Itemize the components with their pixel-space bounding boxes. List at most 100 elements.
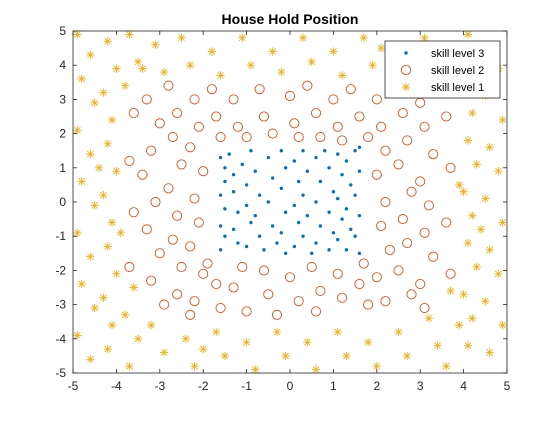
point-skill-level-2 xyxy=(402,237,413,249)
point-skill-level-2 xyxy=(267,128,278,139)
point-skill-level-2 xyxy=(371,272,382,283)
point-skill-level-3 xyxy=(314,200,318,204)
point-skill-level-2 xyxy=(146,145,157,156)
y-tick-label: 5 xyxy=(59,24,66,38)
point-skill-level-3 xyxy=(336,196,340,201)
point-skill-level-3 xyxy=(353,234,357,238)
point-skill-level-1 xyxy=(468,314,477,323)
y-tick-label: 2 xyxy=(59,127,66,141)
point-skill-level-2 xyxy=(284,90,296,102)
x-tick-label: 2 xyxy=(373,379,380,393)
point-skill-level-3 xyxy=(318,179,323,184)
point-skill-level-2 xyxy=(141,224,152,235)
point-skill-level-2 xyxy=(337,292,348,303)
point-skill-level-2 xyxy=(428,149,439,160)
point-skill-level-3 xyxy=(266,155,270,160)
point-skill-level-3 xyxy=(292,244,297,249)
point-skill-level-2 xyxy=(167,234,178,245)
point-skill-level-3 xyxy=(240,162,244,167)
point-skill-level-1 xyxy=(103,344,112,354)
point-skill-level-2 xyxy=(293,296,304,307)
point-skill-level-3 xyxy=(279,186,284,191)
point-skill-level-2 xyxy=(441,111,452,122)
point-skill-level-1 xyxy=(120,310,130,320)
point-skill-level-1 xyxy=(402,351,412,361)
point-skill-level-2 xyxy=(159,299,170,310)
point-skill-level-1 xyxy=(485,245,494,255)
point-skill-level-1 xyxy=(329,47,338,56)
series-skill-level-3 xyxy=(218,145,362,255)
point-skill-level-1 xyxy=(112,64,121,73)
point-skill-level-1 xyxy=(107,115,117,125)
y-tick-label: 4 xyxy=(59,58,66,72)
x-tick-label: 1 xyxy=(330,379,337,393)
point-skill-level-2 xyxy=(397,214,408,225)
point-skill-level-2 xyxy=(193,217,204,228)
point-skill-level-1 xyxy=(99,293,108,302)
point-skill-level-2 xyxy=(371,169,382,180)
point-skill-level-2 xyxy=(185,241,196,252)
point-skill-level-2 xyxy=(289,118,300,129)
x-tick-label: 5 xyxy=(504,379,511,393)
point-skill-level-2 xyxy=(128,108,139,119)
point-skill-level-1 xyxy=(498,320,507,330)
point-skill-level-2 xyxy=(415,176,426,187)
point-skill-level-2 xyxy=(332,121,343,132)
point-skill-level-3 xyxy=(270,224,275,228)
point-skill-level-3 xyxy=(292,203,297,208)
y-tick-label: 1 xyxy=(59,161,66,175)
series-skill-level-1 xyxy=(73,30,507,374)
point-skill-level-3 xyxy=(327,166,331,170)
point-skill-level-1 xyxy=(86,252,95,261)
point-skill-level-3 xyxy=(357,145,362,149)
point-skill-level-2 xyxy=(185,309,196,320)
point-skill-level-1 xyxy=(86,355,95,364)
point-skill-level-1 xyxy=(190,361,199,371)
point-skill-level-1 xyxy=(372,361,381,371)
legend[interactable]: skill level 3 skill level 2 skill level 1 xyxy=(384,40,501,99)
point-skill-level-2 xyxy=(354,111,365,122)
point-skill-level-2 xyxy=(358,258,369,269)
point-skill-level-3 xyxy=(349,227,353,232)
point-skill-level-1 xyxy=(90,303,99,313)
point-skill-level-3 xyxy=(296,179,301,184)
axis-ticks: -5 -4 -3 -2 -1 0 1 2 3 4 5 -5 -4 -3 -2 -1 0 1 2 3 4 5 xyxy=(55,24,510,393)
point-skill-level-3 xyxy=(257,234,262,238)
point-skill-level-2 xyxy=(176,261,187,273)
y-tick-label: -5 xyxy=(55,366,66,380)
point-skill-level-1 xyxy=(90,98,99,108)
point-skill-level-2 xyxy=(232,121,243,132)
point-skill-level-3 xyxy=(262,248,266,252)
point-skill-level-3 xyxy=(270,176,275,180)
point-skill-level-1 xyxy=(498,115,507,125)
point-skill-level-1 xyxy=(107,320,117,330)
point-skill-level-1 xyxy=(311,365,321,374)
point-skill-level-3 xyxy=(231,172,236,177)
point-skill-level-1 xyxy=(481,194,490,203)
point-skill-level-1 xyxy=(125,361,134,371)
point-skill-level-2 xyxy=(406,186,417,197)
point-skill-level-2 xyxy=(154,118,165,129)
point-skill-level-1 xyxy=(455,320,464,330)
point-skill-level-2 xyxy=(397,108,408,119)
x-tick-label: -1 xyxy=(241,379,252,393)
point-skill-level-2 xyxy=(376,121,387,132)
point-skill-level-2 xyxy=(185,142,196,153)
y-tick-label: -1 xyxy=(55,229,66,243)
point-skill-level-2 xyxy=(146,275,157,286)
point-skill-level-1 xyxy=(272,327,282,337)
point-skill-level-3 xyxy=(244,183,249,187)
point-skill-level-1 xyxy=(120,81,130,90)
point-skill-level-2 xyxy=(167,131,178,143)
point-skill-level-2 xyxy=(202,258,213,269)
point-skill-level-1 xyxy=(476,225,486,234)
point-skill-level-2 xyxy=(271,309,283,320)
point-skill-level-1 xyxy=(90,201,99,210)
point-skill-level-2 xyxy=(172,289,183,300)
point-skill-level-1 xyxy=(77,279,86,289)
point-skill-level-3 xyxy=(257,193,262,197)
point-skill-level-3 xyxy=(344,248,349,252)
point-skill-level-1 xyxy=(216,71,225,80)
point-skill-level-2 xyxy=(137,169,148,180)
